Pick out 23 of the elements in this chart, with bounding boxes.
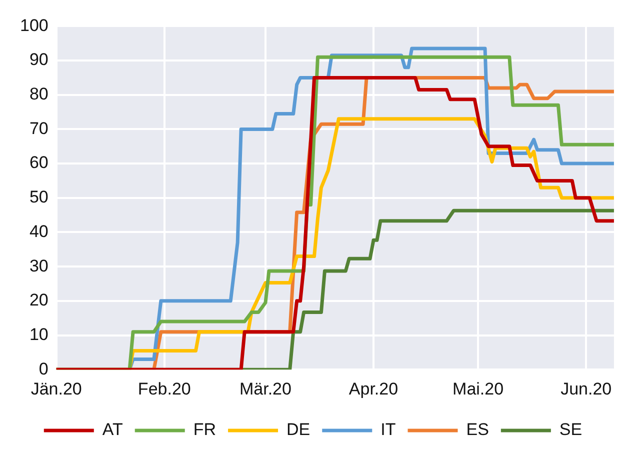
y-tick-label: 0 xyxy=(38,359,48,378)
y-tick-label: 100 xyxy=(20,16,48,35)
x-tick-label: Feb.20 xyxy=(138,379,191,398)
y-tick-label: 40 xyxy=(29,222,48,241)
y-tick-label: 50 xyxy=(29,188,48,207)
legend-label: ES xyxy=(466,420,489,440)
legend-label: SE xyxy=(559,420,582,440)
x-tick-label: Jun.20 xyxy=(560,379,612,398)
x-tick-label: Mai.20 xyxy=(452,379,504,398)
y-tick-label: 30 xyxy=(29,256,48,276)
y-tick-label: 10 xyxy=(29,324,48,344)
legend-label: IT xyxy=(380,420,396,440)
legend-label: FR xyxy=(193,420,216,440)
y-tick-label: 20 xyxy=(29,290,48,310)
x-tick-label: Mär.20 xyxy=(239,379,292,398)
x-tick-label: Jän.20 xyxy=(30,379,82,398)
legend-label: DE xyxy=(286,420,310,440)
y-tick-label: 60 xyxy=(29,153,48,172)
x-tick-label: Apr.20 xyxy=(348,379,398,398)
y-tick-label: 70 xyxy=(29,118,48,138)
y-tick-label: 80 xyxy=(29,84,48,104)
y-tick-label: 90 xyxy=(29,50,48,70)
legend-label: AT xyxy=(102,420,123,440)
